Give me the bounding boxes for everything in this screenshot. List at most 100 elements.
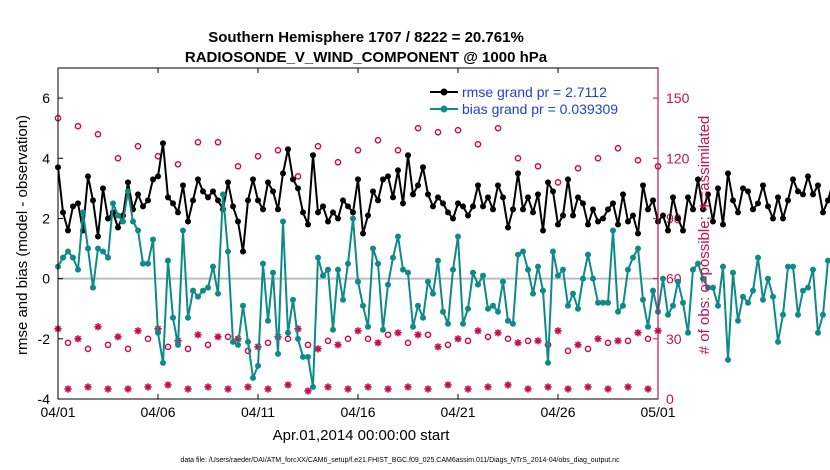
obs-possible-point — [164, 343, 172, 351]
bias-point — [670, 302, 676, 309]
obs-assimilated-point — [84, 383, 92, 391]
bias-point — [415, 302, 421, 309]
x-tick-label: 04/21 — [440, 404, 475, 420]
rmse-point — [175, 209, 181, 216]
obs-possible-point — [204, 341, 212, 349]
bias-point — [140, 260, 146, 267]
bias-point — [800, 287, 806, 294]
rmse-point — [70, 203, 76, 210]
obs-assimilated-point — [604, 385, 612, 393]
bias-point — [230, 338, 236, 345]
bias-point — [535, 263, 541, 270]
bias-point — [170, 314, 176, 321]
rmse-point — [405, 152, 411, 159]
obs-possible-point — [604, 339, 612, 347]
x-tick-label: 04/06 — [140, 404, 175, 420]
data-file-footer: data file: /Users/raeder/DAI/ATM_forcXX/… — [180, 457, 620, 464]
bias-point — [365, 323, 371, 330]
obs-possible-point — [344, 335, 352, 343]
obs-assimilated-point — [544, 383, 552, 391]
obs-possible-point — [644, 335, 652, 343]
rmse-point — [570, 212, 576, 219]
obs-possible-point — [294, 172, 302, 180]
rmse-point — [515, 170, 521, 177]
bias-point — [755, 254, 761, 261]
bias-point — [90, 284, 96, 291]
rmse-point — [490, 206, 496, 213]
rmse-point — [605, 206, 611, 213]
rmse-point — [720, 221, 726, 228]
bias-point — [495, 308, 501, 315]
rmse-point — [280, 170, 286, 177]
rmse-point — [680, 227, 686, 234]
rmse-point — [480, 203, 486, 210]
bias-point — [610, 227, 616, 234]
bias-point — [590, 275, 596, 282]
rmse-point — [585, 221, 591, 228]
rmse-point — [420, 164, 426, 171]
bias-point — [785, 263, 791, 270]
obs-possible-point — [464, 337, 472, 345]
bias-point — [815, 329, 821, 336]
rmse-point — [590, 206, 596, 213]
bias-point — [705, 284, 711, 291]
obs-possible-point — [534, 162, 542, 170]
obs-assimilated-point — [164, 381, 172, 389]
rmse-point — [90, 197, 96, 204]
rmse-point — [195, 176, 201, 183]
bias-point — [70, 254, 76, 261]
obs-assimilated-point — [294, 325, 302, 333]
bias-point — [640, 296, 646, 303]
bias-point — [500, 278, 506, 285]
bias-point — [265, 317, 271, 324]
obs-possible-point — [64, 339, 72, 347]
rmse-point — [760, 182, 766, 189]
rmse-point — [60, 209, 66, 216]
bias-point — [250, 374, 256, 381]
bias-point — [210, 263, 216, 270]
bias-point — [520, 248, 526, 255]
bias-point — [550, 248, 556, 255]
bias-point — [745, 299, 751, 306]
obs-assimilated-point — [444, 381, 452, 389]
bias-point — [155, 329, 161, 336]
obs-assimilated-point — [244, 383, 252, 391]
obs-assimilated-point — [64, 385, 72, 393]
obs-assimilated-point — [514, 339, 522, 347]
rmse-point — [695, 176, 701, 183]
obs-assimilated-point — [494, 329, 502, 337]
rmse-point — [330, 209, 336, 216]
bias-point — [260, 260, 266, 267]
bias-point — [145, 260, 151, 267]
obs-assimilated-point — [314, 345, 322, 353]
x-tick-label: 04/11 — [241, 404, 275, 420]
bias-point — [385, 281, 391, 288]
obs-assimilated-point — [134, 327, 142, 335]
bias-point — [515, 251, 521, 258]
rmse-point — [340, 197, 346, 204]
rmse-point — [135, 191, 141, 198]
rmse-point — [800, 191, 806, 198]
rmse-point — [610, 200, 616, 207]
rmse-point — [650, 197, 656, 204]
rmse-point — [600, 215, 606, 222]
rmse-point — [275, 206, 281, 213]
bias-point — [105, 254, 111, 261]
rmse-point — [485, 194, 491, 201]
obs-possible-point — [384, 331, 392, 339]
obs-assimilated-point — [404, 383, 412, 391]
rmse-point — [755, 200, 761, 207]
bias-point — [810, 266, 816, 273]
rmse-point — [810, 191, 816, 198]
bias-point — [735, 317, 741, 324]
obs-assimilated-point — [574, 341, 582, 349]
rmse-point — [190, 197, 196, 204]
rmse-point — [820, 209, 826, 216]
bias-point — [660, 275, 666, 282]
obs-assimilated-point — [304, 387, 312, 395]
obs-possible-point — [324, 337, 332, 345]
obs-possible-point — [284, 335, 292, 343]
bias-point — [565, 302, 571, 309]
rmse-point — [580, 200, 586, 207]
bias-point — [375, 260, 381, 267]
